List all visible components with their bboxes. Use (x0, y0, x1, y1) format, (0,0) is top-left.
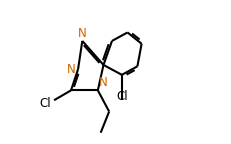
Text: N: N (67, 63, 75, 76)
Text: Cl: Cl (40, 97, 51, 110)
Text: N: N (78, 26, 87, 39)
Text: N: N (99, 76, 108, 89)
Text: Cl: Cl (116, 90, 128, 103)
